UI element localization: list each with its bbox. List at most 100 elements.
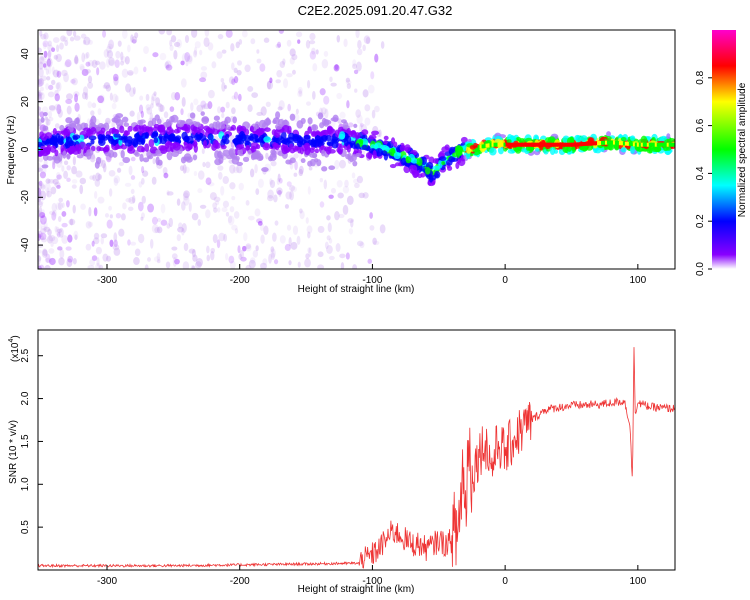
spectrogram-cell	[95, 262, 101, 269]
spectrogram-cell	[49, 105, 56, 112]
spectrogram-cell	[207, 133, 214, 141]
spectrogram-cell	[58, 197, 64, 203]
spectrogram-cell	[204, 30, 210, 37]
colorbar: 0.0 0.2 0.4 0.6 0.8 Normalized spectral ampl…	[695, 30, 748, 276]
spectrogram-cell	[216, 239, 221, 249]
spectrogram-cell	[362, 89, 369, 98]
spectrogram-ridge-cell	[656, 142, 660, 147]
spectrogram-ridge-cell	[537, 142, 541, 147]
spectrogram-cell	[284, 204, 289, 209]
spectrogram-cell	[56, 70, 62, 78]
spectrogram-cell	[276, 187, 283, 195]
spectrogram-cell	[239, 249, 245, 259]
spectrogram-cell	[356, 240, 364, 247]
spectrogram-cell	[489, 147, 497, 156]
spectrogram-cell	[389, 163, 397, 169]
spectrogram-cell	[99, 94, 105, 104]
spectrogram-cell	[273, 194, 278, 203]
spectrogram-ridge-cell	[559, 142, 563, 147]
spectrogram-cell	[87, 81, 94, 89]
spectrogram-cell	[391, 137, 396, 145]
spectrogram-cell	[118, 228, 125, 237]
spectrogram-cell	[187, 55, 193, 63]
spectrogram-ridge-cell	[646, 142, 650, 147]
spectrogram-cell	[339, 111, 346, 119]
spectrogram-cell	[528, 146, 534, 152]
spectrogram-cell	[305, 39, 311, 49]
spectrogram-cell	[59, 249, 65, 259]
spectrogram-cell	[268, 155, 273, 162]
spectrogram-cell	[324, 241, 329, 250]
spectrogram-cell	[181, 97, 186, 107]
spectrogram-ridge-cell	[517, 142, 521, 147]
spectrogram-cell	[410, 164, 418, 174]
spectrogram-cell	[217, 106, 222, 114]
spectrogram-cell	[54, 93, 60, 102]
spectrogram-y-tick-label: 0	[20, 146, 31, 152]
spectrogram-cell	[152, 158, 156, 165]
spectrogram-cell	[354, 182, 360, 189]
spectrogram-cell	[82, 92, 87, 100]
spectrogram-cell	[65, 128, 71, 137]
spectrogram-ridge-cell	[505, 142, 509, 147]
spectrogram-cell	[112, 73, 119, 82]
spectrogram-ridge-cell	[632, 142, 636, 147]
spectrogram-cell	[575, 135, 582, 144]
spectrogram-cell	[241, 30, 248, 38]
spectrogram-cell	[298, 168, 304, 177]
spectrogram-cell	[113, 239, 118, 248]
spectrogram-cell	[40, 117, 45, 123]
spectrogram-cell	[102, 84, 107, 89]
spectrogram-cell	[78, 134, 85, 142]
spectrogram-cell	[46, 58, 52, 67]
spectrogram-cell	[38, 106, 42, 111]
spectrogram-cell	[122, 202, 127, 210]
spectrogram-cell	[297, 86, 303, 94]
spectrogram-cell	[120, 60, 125, 66]
spectrogram-cell	[153, 256, 161, 263]
spectrogram-cell	[205, 177, 212, 185]
spectrogram-cell	[255, 188, 260, 195]
spectrogram-ridge-cell	[555, 142, 559, 147]
snr-y-tick-label: 2.5	[20, 348, 31, 362]
spectrogram-cell	[195, 261, 202, 269]
spectrogram-cell	[63, 170, 69, 180]
spectrogram-cell	[231, 156, 240, 165]
spectrogram-cell	[100, 233, 108, 239]
snr-x-tick-label: -100	[362, 576, 382, 587]
spectrogram-cell	[354, 88, 358, 93]
spectrogram-cell	[441, 146, 450, 153]
spectrogram-cell	[84, 92, 89, 100]
spectrogram-ridge-cell	[616, 140, 620, 145]
spectrogram-cell	[171, 253, 178, 260]
spectrogram-ridge-cell	[519, 142, 523, 147]
spectrogram-ridge-cell	[515, 142, 519, 147]
spectrogram-cell	[76, 123, 82, 131]
spectrogram-cell	[105, 84, 111, 92]
spectrogram-cell	[101, 159, 106, 169]
spectrogram-cell	[310, 124, 319, 131]
snr-frame	[37, 329, 676, 571]
spectrogram-cell	[265, 101, 271, 107]
colorbar-gradient	[712, 30, 736, 269]
spectrogram-cell	[108, 188, 113, 197]
spectrogram-cell	[346, 145, 351, 153]
spectrogram-cell	[111, 117, 119, 123]
spectrogram-cell	[156, 226, 163, 234]
spectrogram-cell	[292, 225, 299, 235]
spectrogram-cell	[86, 128, 92, 134]
spectrogram-cell	[41, 248, 48, 258]
spectrogram-cell	[362, 44, 366, 52]
spectrogram-ridge-cell	[583, 141, 587, 146]
spectrogram-cell	[271, 129, 277, 136]
spectrogram-cell	[45, 178, 51, 184]
spectrogram-cell	[183, 123, 191, 132]
spectrogram-y-axis: -40 -20 0 20 40	[20, 48, 43, 252]
spectrogram-cell	[174, 92, 181, 101]
spectrogram-y-tick-label: 20	[20, 96, 31, 108]
spectrogram-cell	[360, 122, 364, 128]
spectrogram-cell	[276, 190, 282, 195]
spectrogram-cell	[138, 125, 145, 130]
spectrogram-cell	[506, 139, 512, 144]
spectrogram-cell	[169, 39, 173, 47]
